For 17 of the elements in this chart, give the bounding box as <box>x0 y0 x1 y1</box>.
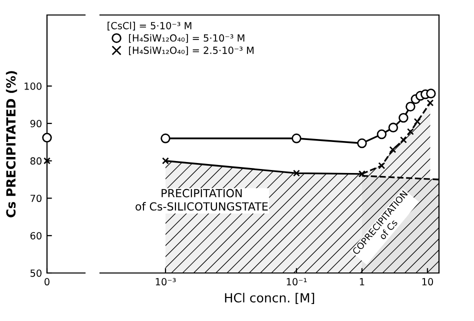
y-tick-label: 60 <box>30 232 42 240</box>
x-tick-label: 0 <box>44 278 50 286</box>
x-axis-title: HCl concn. [M] <box>225 292 314 304</box>
y-tick-label: 80 <box>30 157 42 165</box>
x-tick-label: 1 <box>360 278 364 286</box>
legend-title: [CsCl] = 5·10⁻³ M <box>108 22 192 30</box>
y-axis-title: Cs PRECIPITATED (%) <box>6 71 18 218</box>
x-tick-label: 10⁻³ <box>156 278 176 286</box>
y-tick-label: 50 <box>30 269 42 277</box>
y-tick-label: 70 <box>30 194 42 202</box>
legend-label: [H₄SiW₁₂O₄₀] = 5·10⁻³ M <box>129 34 244 43</box>
legend-label: [H₄SiW₁₂O₄₀] = 2.5·10⁻³ M <box>129 46 254 56</box>
x-tick-label: 10 <box>422 278 434 286</box>
y-tick-label: 90 <box>30 120 42 128</box>
x-tick-label: 10⁻¹ <box>286 278 307 286</box>
y-tick-label: 100 <box>24 82 42 90</box>
annotation: PRECIPITATION of Cs-SILICOTUNGSTATE <box>136 188 268 211</box>
